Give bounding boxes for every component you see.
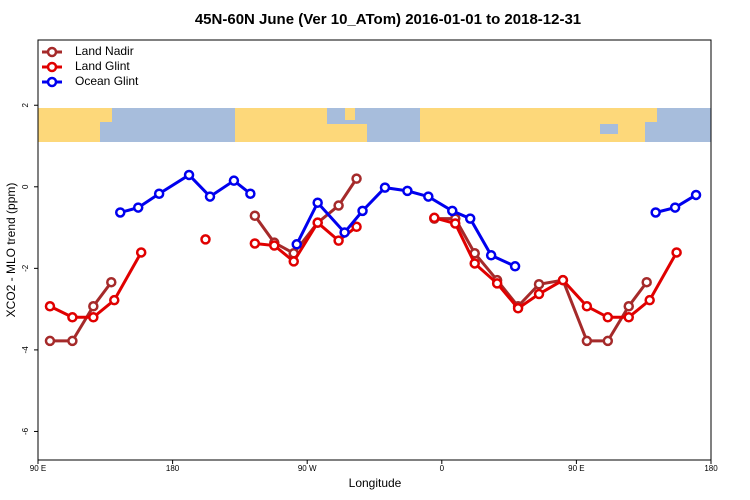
data-point	[44, 301, 56, 312]
data-point	[671, 247, 682, 258]
data-point	[557, 274, 569, 286]
legend-marker	[46, 76, 58, 88]
data-point	[88, 301, 99, 312]
plot-frame	[37, 39, 712, 461]
x-axis-label: Longitude	[349, 476, 402, 490]
legend-label: Ocean Glint	[75, 74, 139, 88]
x-tick-label: 90 E	[568, 464, 584, 473]
data-point	[200, 234, 211, 245]
data-point	[228, 175, 240, 186]
data-point	[204, 191, 216, 202]
y-tick-label: -2	[21, 264, 30, 272]
data-point	[423, 191, 434, 202]
data-point	[641, 276, 652, 288]
data-point	[135, 247, 147, 258]
data-point	[115, 207, 126, 218]
y-tick-label: -4	[21, 346, 30, 354]
x-tick-label: 180	[166, 464, 180, 473]
legend-label: Land Glint	[75, 59, 130, 73]
data-point	[485, 250, 497, 261]
data-point	[491, 278, 503, 289]
y-tick-label: 2	[21, 102, 30, 107]
data-point	[602, 335, 614, 347]
legend-marker	[46, 61, 58, 73]
data-point	[447, 205, 458, 217]
data-point	[67, 335, 78, 347]
data-point	[690, 189, 702, 201]
x-tick-label: 0	[440, 464, 445, 473]
data-point	[429, 212, 440, 224]
data-point	[153, 188, 165, 199]
data-point	[132, 202, 144, 213]
data-point	[509, 261, 521, 272]
data-point	[109, 294, 120, 306]
data-point	[623, 312, 634, 323]
data-point	[249, 238, 261, 249]
data-point	[669, 202, 681, 213]
data-point	[44, 335, 56, 347]
data-point	[269, 240, 280, 251]
data-point	[312, 217, 323, 228]
data-point	[333, 200, 344, 211]
data-point	[644, 294, 655, 306]
data-point	[623, 301, 634, 312]
x-tick-label: 180	[704, 464, 718, 473]
map-band	[38, 108, 711, 142]
data-point	[533, 279, 545, 290]
y-tick-label: 0	[21, 184, 30, 189]
data-point	[602, 312, 614, 323]
y-tick-label: -6	[21, 427, 30, 435]
data-point	[581, 301, 593, 312]
data-point	[402, 185, 413, 197]
data-point	[533, 288, 545, 300]
data-point	[312, 197, 323, 208]
data-point	[351, 173, 362, 184]
data-point	[464, 213, 476, 224]
x-tick-label: 90 E	[30, 464, 46, 473]
data-point	[351, 221, 362, 233]
data-point	[288, 256, 299, 267]
data-point	[650, 207, 661, 218]
data-point	[512, 303, 524, 314]
data-point	[183, 169, 195, 181]
data-point	[106, 276, 117, 288]
series-line	[49, 216, 678, 319]
data-point	[339, 227, 350, 238]
data-point	[379, 182, 391, 193]
data-point	[88, 312, 99, 323]
data-point	[469, 258, 480, 269]
data-point	[291, 239, 302, 250]
data-point	[67, 312, 78, 323]
data-point	[450, 218, 461, 229]
data-point	[333, 235, 344, 246]
data-point	[249, 210, 261, 221]
data-point	[245, 188, 256, 199]
data-point	[357, 205, 368, 217]
legend-label: Land Nadir	[75, 44, 134, 58]
y-axis-label: XCO2 - MLO trend (ppm)	[4, 183, 18, 318]
data-point	[581, 335, 593, 347]
x-tick-label: 90 W	[298, 464, 317, 473]
chart-title: 45N-60N June (Ver 10_ATom) 2016-01-01 to…	[195, 11, 581, 28]
legend-marker	[46, 46, 58, 58]
